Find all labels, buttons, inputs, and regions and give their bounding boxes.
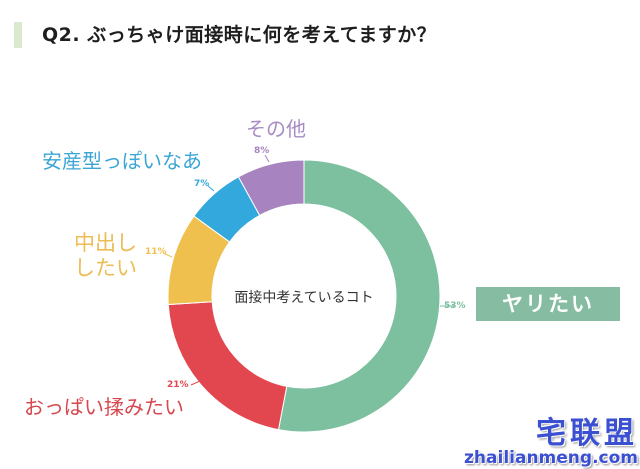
donut-center-label: 面接中考えているコト: [234, 290, 374, 306]
slice-sonota: [237, 159, 305, 217]
leader-line-oppai: [190, 380, 207, 388]
label-nakadashi-line1: 中出し: [74, 231, 137, 255]
leader-line-sonota: [264, 154, 270, 163]
percent-label-anzangata: 7%: [194, 179, 210, 189]
slice-oppai: [167, 301, 288, 431]
percent-label-nakadashi: 11%: [145, 247, 167, 257]
slice-yaritai: [277, 159, 441, 433]
label-oppai: おっぱい揉みたい: [24, 395, 184, 419]
label-nakadashi-line2: したい: [74, 256, 137, 280]
percent-label-yaritai: 53%: [444, 301, 466, 311]
label-sonota: その他: [246, 117, 306, 141]
title-accent-bar: [14, 22, 22, 48]
donut-slices: [167, 159, 441, 433]
leader-line-anzangata: [207, 185, 215, 192]
leader-line-nakadashi: [162, 252, 173, 258]
percent-label-oppai: 21%: [167, 380, 189, 390]
watermark: 宅联盟 zhailianmeng.com: [430, 408, 638, 468]
percent-label-sonota: 8%: [254, 146, 270, 156]
chart-title: Q2. ぶっちゃけ面接時に何を考えてますか？: [42, 24, 437, 46]
label-anzangata: 安産型っぽいなあ: [42, 149, 202, 173]
label-yaritai: ヤリたい: [476, 287, 620, 321]
watermark-cn: 宅联盟: [536, 416, 638, 451]
watermark-en: zhailianmeng.com: [464, 448, 638, 468]
